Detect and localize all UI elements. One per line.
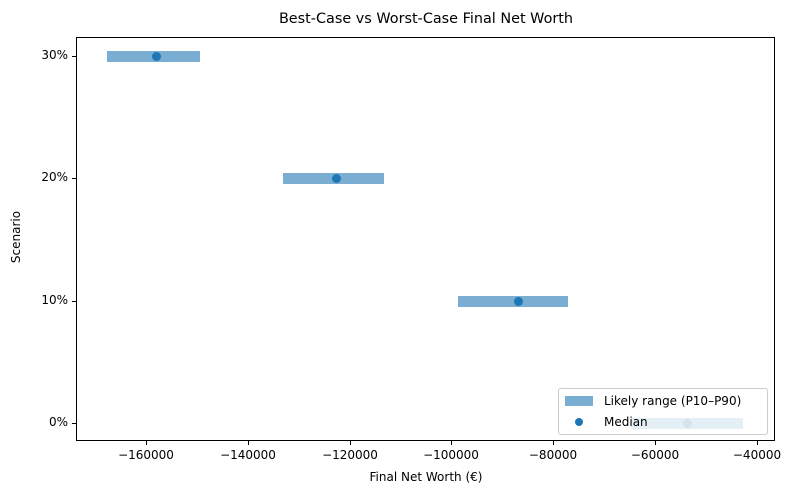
y-tick (72, 178, 76, 179)
legend: Likely range (P10–P90) Median (558, 388, 768, 435)
x-tick-label: −120000 (322, 448, 378, 462)
y-axis-label: Scenario (9, 210, 23, 264)
y-tick-label: 10% (41, 293, 68, 307)
x-tick-label: −100000 (423, 448, 479, 462)
median-point (513, 297, 523, 306)
y-tick-label: 0% (48, 415, 68, 429)
x-tick (655, 441, 656, 445)
x-tick-label: −40000 (732, 448, 782, 462)
median-dot-icon (565, 417, 593, 427)
x-tick-label: −80000 (528, 448, 578, 462)
legend-label: Likely range (P10–P90) (604, 394, 742, 408)
range-swatch-icon (565, 396, 593, 406)
y-tick (72, 56, 76, 57)
x-tick (451, 441, 452, 445)
range-bar (458, 296, 568, 307)
x-tick-label: −160000 (118, 448, 174, 462)
y-tick (72, 301, 76, 302)
x-axis-label: Final Net Worth (€) (369, 470, 483, 484)
x-tick (248, 441, 249, 445)
chart-title: Best-Case vs Worst-Case Final Net Worth (278, 11, 574, 27)
y-tick-label: 30% (41, 48, 68, 62)
y-tick-label: 20% (41, 170, 68, 184)
x-tick (146, 441, 147, 445)
legend-label: Median (604, 415, 648, 429)
median-point (151, 52, 161, 61)
legend-item-median: Median (565, 415, 648, 429)
x-tick-label: −140000 (220, 448, 276, 462)
x-tick (553, 441, 554, 445)
x-tick (350, 441, 351, 445)
x-tick-label: −60000 (630, 448, 680, 462)
y-tick (72, 423, 76, 424)
plot-area (76, 37, 775, 441)
median-point (332, 174, 342, 183)
x-tick (757, 441, 758, 445)
legend-item-range: Likely range (P10–P90) (565, 394, 741, 408)
